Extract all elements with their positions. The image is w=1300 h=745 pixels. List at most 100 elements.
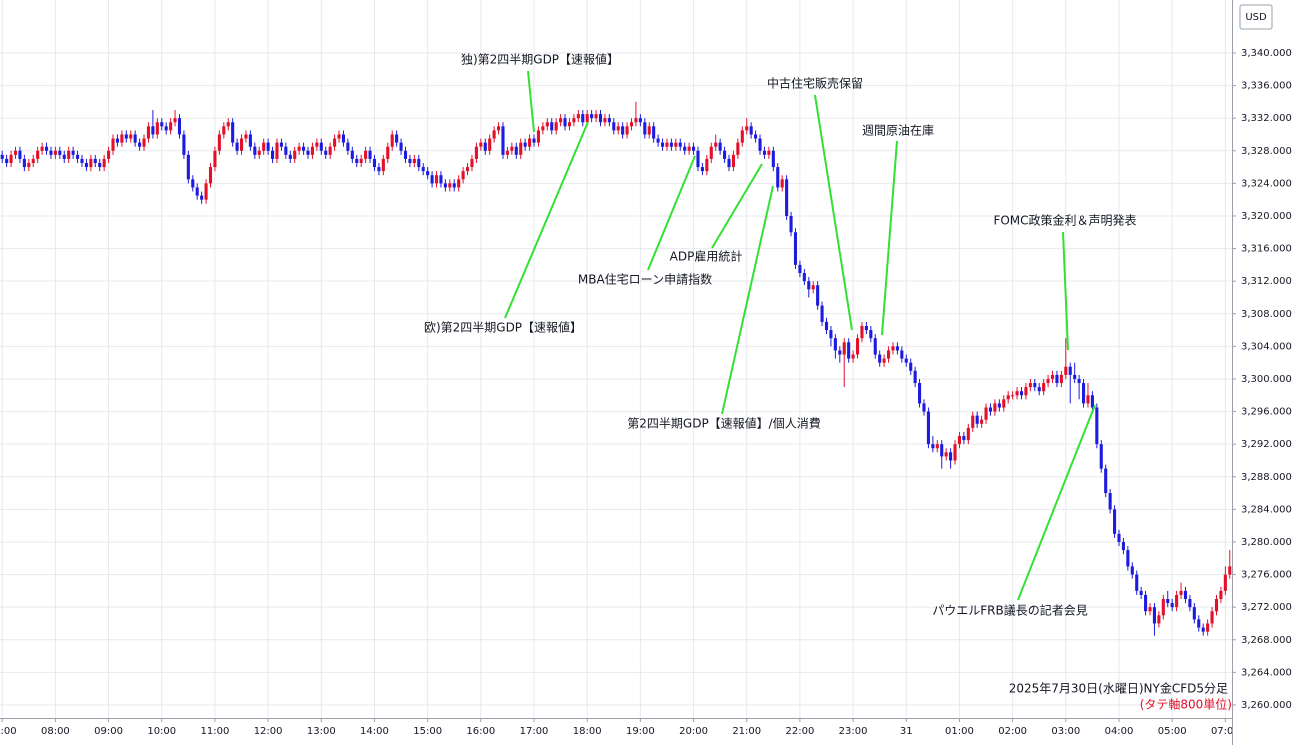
candle-body bbox=[93, 158, 97, 163]
y-tick-label: 3,336.000 bbox=[1241, 81, 1292, 92]
candle-body bbox=[1073, 374, 1077, 379]
candle-body bbox=[479, 142, 483, 147]
candle-body bbox=[1228, 566, 1232, 575]
y-tick-label: 3,332.000 bbox=[1241, 113, 1292, 124]
candle-body bbox=[922, 403, 926, 412]
candle-body bbox=[62, 154, 66, 159]
candle-body bbox=[390, 134, 394, 147]
annotation: FOMC政策金利＆声明発表 bbox=[993, 213, 1136, 228]
candle-body bbox=[829, 330, 833, 339]
y-tick-label: 3,276.000 bbox=[1241, 570, 1292, 581]
x-tick-label: 07:00 bbox=[0, 726, 17, 737]
candle-body bbox=[129, 134, 133, 139]
candle-body bbox=[497, 126, 501, 131]
candle-body bbox=[239, 138, 244, 151]
candle-body bbox=[470, 158, 474, 168]
candle-body bbox=[257, 150, 261, 155]
connector bbox=[527, 70, 535, 133]
candle-body bbox=[372, 158, 377, 168]
y-tick-label: 3,304.000 bbox=[1241, 341, 1292, 352]
candle-body bbox=[1214, 599, 1219, 612]
candle-body bbox=[1002, 399, 1006, 408]
candle-body bbox=[980, 419, 984, 424]
annotations: 独)第2四半期GDP【速報値】 欧)第2四半期GDP【速報値】 MBA住宅ローン… bbox=[424, 52, 1232, 712]
candle-body bbox=[882, 358, 886, 363]
candle-body bbox=[514, 146, 518, 155]
unit-box bbox=[1239, 4, 1273, 30]
candle-body bbox=[634, 118, 638, 123]
candle-body bbox=[1028, 383, 1032, 388]
candle-body bbox=[275, 142, 279, 159]
connector bbox=[814, 94, 853, 331]
candle-body bbox=[1095, 407, 1099, 445]
connector bbox=[647, 155, 696, 271]
connector bbox=[711, 163, 763, 249]
annotation: パウエルFRB議長の記者会見 bbox=[932, 603, 1087, 618]
x-tick-label: 02:00 bbox=[998, 726, 1027, 737]
candle-body bbox=[598, 114, 603, 123]
y-tick-label: 3,280.000 bbox=[1241, 537, 1292, 548]
connector bbox=[1062, 231, 1069, 351]
candle-body bbox=[895, 346, 899, 351]
candle-body bbox=[820, 305, 824, 322]
candle-body bbox=[1104, 468, 1108, 494]
candle-body bbox=[647, 126, 651, 135]
candle-body bbox=[864, 325, 868, 331]
candle-body bbox=[58, 150, 62, 155]
candle-body bbox=[833, 338, 837, 351]
y-tick-label: 3,312.000 bbox=[1241, 276, 1292, 287]
candle-body bbox=[319, 142, 323, 151]
candle-body bbox=[762, 150, 767, 155]
candle-body bbox=[337, 134, 341, 139]
connectors bbox=[504, 70, 1096, 601]
candle-body bbox=[926, 411, 930, 445]
candle-body bbox=[465, 167, 470, 172]
x-tick-label: 12:00 bbox=[254, 726, 283, 737]
x-tick-label: 21:00 bbox=[732, 726, 761, 737]
candle-body bbox=[683, 146, 687, 151]
candle-body bbox=[1188, 599, 1192, 608]
candle-body bbox=[678, 142, 682, 147]
candle-body bbox=[151, 126, 155, 135]
candle-body bbox=[904, 358, 908, 363]
y-tick-label: 3,288.000 bbox=[1241, 472, 1292, 483]
candle-body bbox=[1152, 607, 1156, 624]
candle-body bbox=[723, 150, 727, 159]
candle-body bbox=[293, 150, 297, 159]
candle-body bbox=[53, 150, 57, 155]
candle-body bbox=[1139, 590, 1143, 595]
candle-body bbox=[1130, 566, 1134, 575]
candle-body bbox=[665, 142, 669, 147]
candle-body bbox=[536, 130, 540, 143]
candle-body bbox=[674, 142, 678, 147]
candle-body bbox=[36, 150, 40, 159]
candle-body bbox=[767, 150, 771, 155]
candle-body bbox=[824, 321, 829, 331]
candle-body bbox=[878, 354, 882, 363]
candle-body bbox=[49, 150, 53, 155]
candle-body bbox=[1183, 590, 1188, 600]
candle-body bbox=[231, 122, 235, 143]
candle-body bbox=[629, 122, 634, 127]
candle-body bbox=[439, 175, 443, 184]
y-tick-label: 3,296.000 bbox=[1241, 407, 1292, 418]
candle-body bbox=[656, 138, 660, 143]
candle-body bbox=[461, 171, 465, 180]
candle-body bbox=[847, 342, 851, 359]
candle-body bbox=[452, 183, 456, 188]
candle-body bbox=[913, 370, 917, 384]
y-axis: 3,260.000 3,264.000 3,268.000 3,272.000 3,27… bbox=[1232, 48, 1292, 711]
candle-body bbox=[590, 114, 594, 119]
candle-body bbox=[1219, 590, 1223, 600]
candle-body bbox=[350, 150, 354, 159]
candle-body bbox=[84, 162, 88, 168]
candle-body bbox=[76, 154, 80, 159]
candle-body bbox=[107, 150, 111, 159]
candle-body bbox=[603, 118, 607, 123]
candle-body bbox=[997, 403, 1001, 408]
candle-body bbox=[395, 134, 399, 143]
candle-body bbox=[124, 134, 128, 139]
x-tick-label: 10:00 bbox=[147, 726, 176, 737]
x-tick-label: 23:00 bbox=[839, 726, 868, 737]
connector bbox=[1017, 404, 1096, 601]
